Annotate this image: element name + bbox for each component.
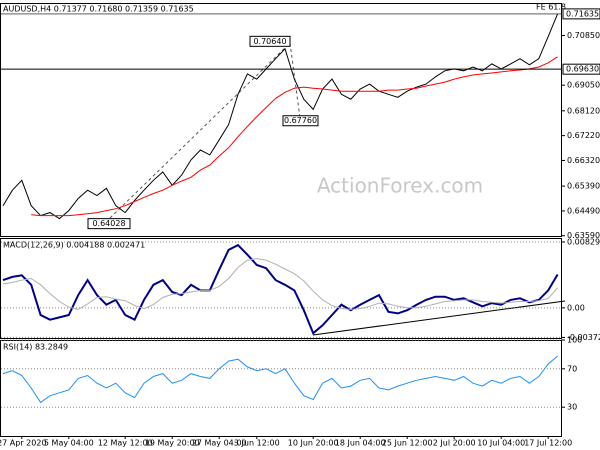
- x-tick-label: 27 Apr 2020: [0, 439, 47, 448]
- annotation-box: [282, 115, 319, 127]
- macd-panel: [0, 238, 562, 339]
- y-tick-label: 0.69050: [567, 81, 600, 90]
- x-tick-label: 25 Jun 12:00: [382, 439, 433, 448]
- panel-title: MACD(12,26,9) 0.004188 0.002471: [3, 241, 145, 250]
- annotation-label: 0.64028: [92, 219, 125, 228]
- x-tick-label: 10 Jun 20:00: [288, 439, 339, 448]
- x-tick-label: 5 May 04:00: [44, 439, 94, 448]
- y-tick-label: 0.67220: [567, 131, 600, 140]
- level-label: 0.71635: [566, 9, 599, 18]
- y-tick-label: 0.68120: [567, 106, 600, 115]
- panel-title: RSI(14) 83.2849: [3, 343, 68, 352]
- y-tick-label: 0.70850: [567, 31, 600, 40]
- macd-trend-line: [312, 300, 566, 336]
- y-tick-label: 30: [567, 403, 577, 412]
- series-line: [2, 13, 559, 220]
- annotation-box: [249, 35, 291, 47]
- annotation-label: 0.67760: [284, 116, 317, 125]
- series-line: [2, 243, 559, 335]
- x-tick-label: 17 Jul 12:00: [524, 439, 572, 448]
- x-tick-label: 19 May 20:00: [145, 439, 200, 448]
- series-line: [2, 258, 558, 310]
- series-line: [2, 355, 558, 404]
- y-tick-label: 0.00: [567, 303, 585, 312]
- y-tick-label: 0.65390: [567, 182, 600, 191]
- y-tick-label: -0.003725: [567, 333, 600, 342]
- y-tick-label: 0.66320: [567, 156, 600, 165]
- x-tick-label: 12 May 12:00: [98, 439, 153, 448]
- annotation-box: [87, 218, 131, 230]
- x-tick-label: 3 Jun 12:00: [234, 439, 280, 448]
- level-box: [562, 8, 600, 20]
- level-box: [562, 63, 600, 75]
- y-tick-label: 0.63590: [567, 231, 600, 240]
- annotation: FE 61.8: [536, 3, 566, 12]
- watermark: ActionForex.com: [317, 174, 483, 198]
- x-tick-label: 2 Jul 20:00: [433, 439, 476, 448]
- chart-title: AUDUSD,H4 0.71377 0.71680 0.71359 0.7163…: [3, 5, 194, 14]
- x-tick-label: 10 Jul 04:00: [477, 439, 525, 448]
- series-line: [31, 56, 558, 217]
- y-tick-label: 0.64490: [567, 206, 600, 215]
- y-tick-label: 100: [567, 336, 582, 345]
- y-tick-label: 70: [567, 364, 577, 373]
- x-tick-label: 18 Jun 04:00: [335, 439, 386, 448]
- y-tick-label: 0.008296: [567, 238, 600, 247]
- level-label: 0.69630: [566, 65, 599, 74]
- x-tick-label: 27 May 04:00: [192, 439, 247, 448]
- annotation-label: 0.70640: [253, 37, 286, 46]
- price-panel: [0, 3, 562, 237]
